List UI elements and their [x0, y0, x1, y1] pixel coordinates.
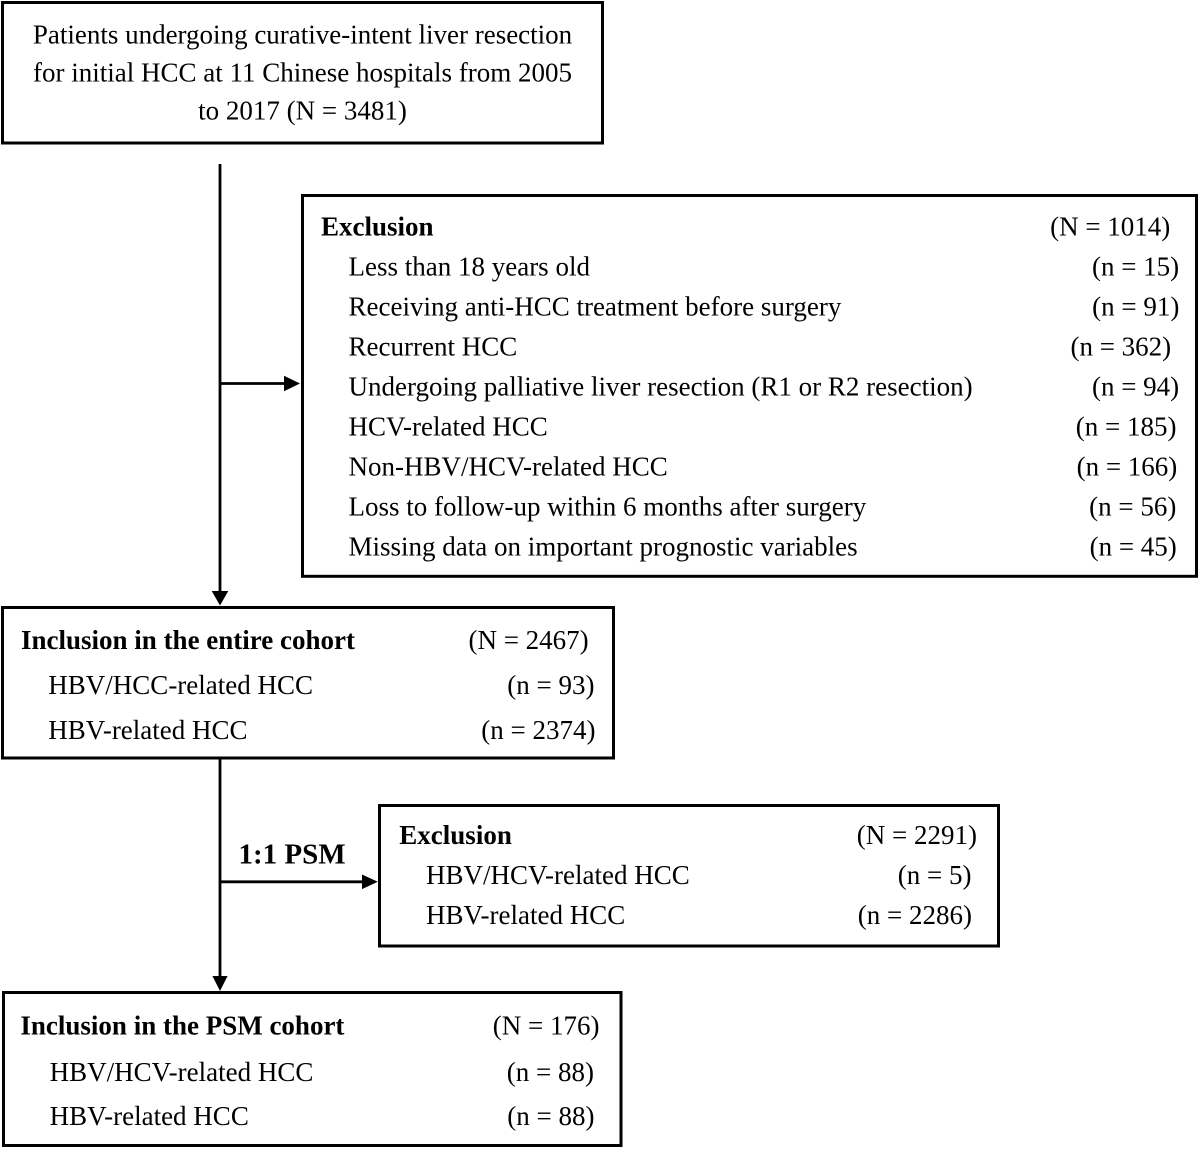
- svg-text:(n = 362): (n = 362): [1070, 332, 1171, 362]
- svg-text:Missing data on important prog: Missing data on important prognostic var…: [349, 532, 858, 562]
- svg-text:HBV/HCV-related HCC: HBV/HCV-related HCC: [426, 860, 690, 890]
- svg-text:Recurrent HCC: Recurrent HCC: [349, 332, 518, 362]
- svg-text:(N = 1014): (N = 1014): [1050, 212, 1170, 242]
- svg-text:HBV-related HCC: HBV-related HCC: [48, 715, 247, 745]
- svg-text:(n = 88): (n = 88): [507, 1057, 594, 1087]
- svg-text:(n = 15): (n = 15): [1092, 252, 1179, 282]
- svg-text:(N = 176): (N = 176): [493, 1011, 600, 1041]
- svg-text:(N = 2291): (N = 2291): [857, 820, 977, 850]
- svg-text:(n = 56): (n = 56): [1089, 492, 1176, 522]
- svg-text:to 2017 (N = 3481): to 2017 (N = 3481): [198, 96, 407, 126]
- svg-text:(N = 2467): (N = 2467): [468, 625, 588, 655]
- svg-text:(n = 185): (n = 185): [1076, 412, 1177, 442]
- svg-text:for initial HCC at 11 Chinese: for initial HCC at 11 Chinese hospitals …: [33, 58, 572, 88]
- svg-text:(n = 2374): (n = 2374): [481, 715, 595, 745]
- svg-text:(n = 5): (n = 5): [898, 860, 972, 890]
- svg-text:(n = 88): (n = 88): [507, 1101, 594, 1131]
- svg-text:(n = 93): (n = 93): [507, 670, 594, 700]
- svg-text:(n = 45): (n = 45): [1090, 532, 1177, 562]
- svg-text:HCV-related HCC: HCV-related HCC: [349, 412, 548, 442]
- svg-text:(n = 94): (n = 94): [1092, 372, 1179, 402]
- svg-text:Patients undergoing curative-i: Patients undergoing curative-intent live…: [33, 20, 573, 50]
- svg-text:Less than 18 years old: Less than 18 years old: [349, 252, 591, 282]
- svg-text:1:1 PSM: 1:1 PSM: [239, 839, 346, 871]
- svg-text:Undergoing palliative liver re: Undergoing palliative liver resection (R…: [349, 372, 973, 402]
- svg-text:Loss to follow-up within 6 mon: Loss to follow-up within 6 months after …: [349, 492, 867, 522]
- svg-text:HBV-related HCC: HBV-related HCC: [426, 900, 625, 930]
- svg-text:HBV/HCV-related HCC: HBV/HCV-related HCC: [50, 1057, 314, 1087]
- svg-text:Inclusion in the PSM cohort: Inclusion in the PSM cohort: [20, 1011, 344, 1041]
- svg-text:Receiving anti-HCC treatment b: Receiving anti-HCC treatment before surg…: [349, 292, 842, 322]
- svg-text:HBV-related HCC: HBV-related HCC: [50, 1101, 249, 1131]
- svg-text:Non-HBV/HCV-related HCC: Non-HBV/HCV-related HCC: [349, 452, 668, 482]
- svg-text:(n = 166): (n = 166): [1077, 452, 1178, 482]
- svg-text:(n = 91): (n = 91): [1092, 292, 1179, 322]
- svg-text:(n = 2286): (n = 2286): [858, 900, 972, 930]
- svg-text:Exclusion: Exclusion: [321, 212, 434, 242]
- svg-text:Inclusion in the entire cohort: Inclusion in the entire cohort: [21, 625, 355, 655]
- svg-text:Exclusion: Exclusion: [399, 820, 512, 850]
- svg-text:HBV/HCC-related HCC: HBV/HCC-related HCC: [48, 670, 313, 700]
